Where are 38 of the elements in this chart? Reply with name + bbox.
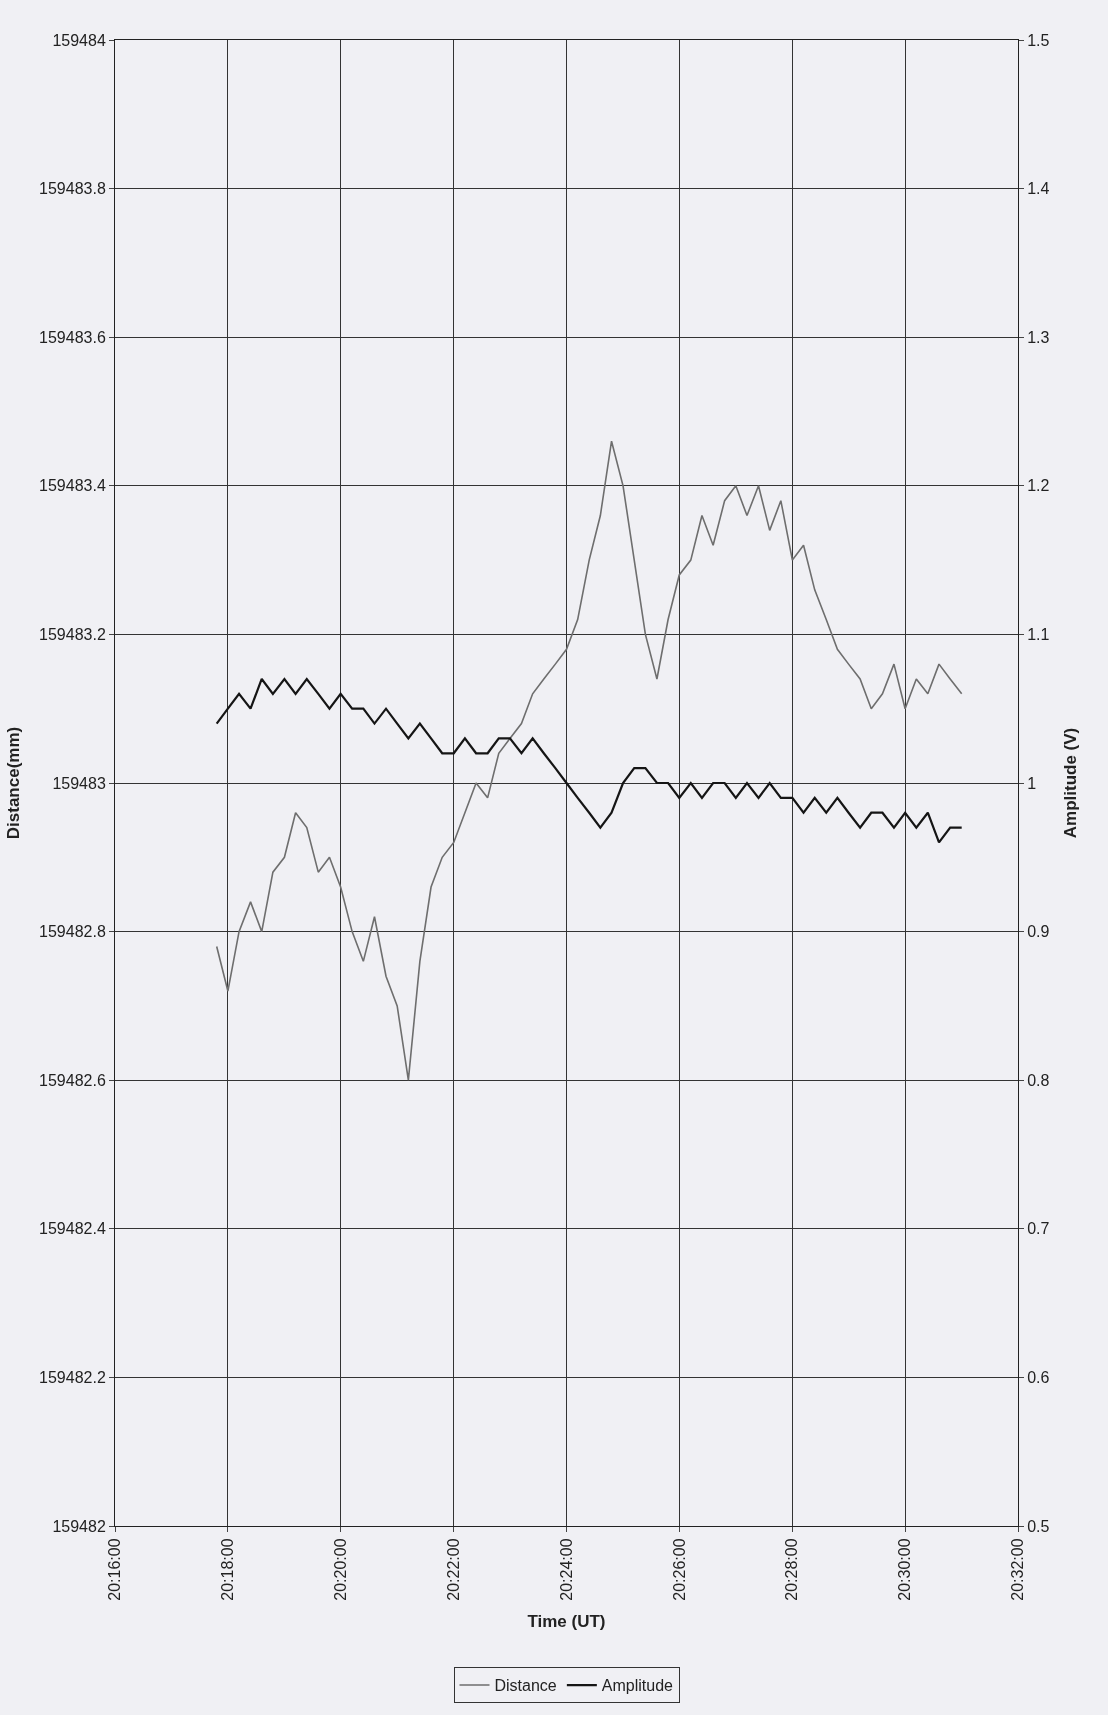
y-tick-label: 159482.4 (39, 1220, 106, 1238)
x-tick-label: 20:30:00 (896, 1538, 914, 1601)
y-tick-label: 159483 (52, 774, 106, 792)
x-tick-label: 20:32:00 (1009, 1538, 1027, 1601)
y-tick-label: 159482.8 (39, 923, 106, 941)
x-tick-label: 20:20:00 (331, 1538, 349, 1601)
y-tick-label: 159482 (52, 1517, 106, 1535)
x-tick-label: 20:24:00 (557, 1538, 575, 1601)
y-tick-label: 159483.8 (39, 180, 106, 198)
x-tick-label: 20:26:00 (670, 1538, 688, 1601)
y2-axis-title: Amplitude (V) (1060, 727, 1080, 839)
y-tick-label: 159482.2 (39, 1369, 106, 1386)
x-tick-label: 20:16:00 (106, 1538, 124, 1601)
y-tick-label: 159483.2 (39, 626, 106, 643)
line-series (215, 440, 963, 1081)
y2-tick-label: 0.6 (1027, 1369, 1050, 1386)
y-tick-label: 159483.4 (39, 477, 106, 495)
y2-tick-label: 1.2 (1027, 477, 1050, 495)
y2-tick-label: 0.8 (1027, 1071, 1050, 1089)
y2-tick-label: 1 (1027, 774, 1037, 792)
legend-label: Distance (494, 1677, 557, 1695)
y-tick-label: 159482.6 (39, 1071, 106, 1089)
y2-tick-label: 1.5 (1027, 31, 1050, 49)
legend-label: Amplitude (601, 1677, 674, 1695)
x-tick-label: 20:18:00 (219, 1538, 237, 1601)
y2-tick-label: 0.9 (1027, 923, 1050, 941)
y-axis-title: Distance(mm) (3, 726, 23, 840)
x-axis-title: Time (UT) (527, 1612, 606, 1632)
y2-tick-label: 1.4 (1027, 180, 1050, 198)
y-tick-label: 159483.6 (39, 328, 106, 346)
x-tick-label: 20:22:00 (444, 1538, 462, 1601)
line-series (215, 677, 963, 844)
y2-tick-label: 0.5 (1027, 1517, 1050, 1535)
y2-tick-label: 0.7 (1027, 1220, 1050, 1238)
y2-tick-label: 1.3 (1027, 328, 1050, 346)
y-tick-label: 159484 (52, 31, 106, 49)
y2-tick-label: 1.1 (1027, 626, 1050, 643)
x-tick-label: 20:28:00 (783, 1538, 801, 1601)
